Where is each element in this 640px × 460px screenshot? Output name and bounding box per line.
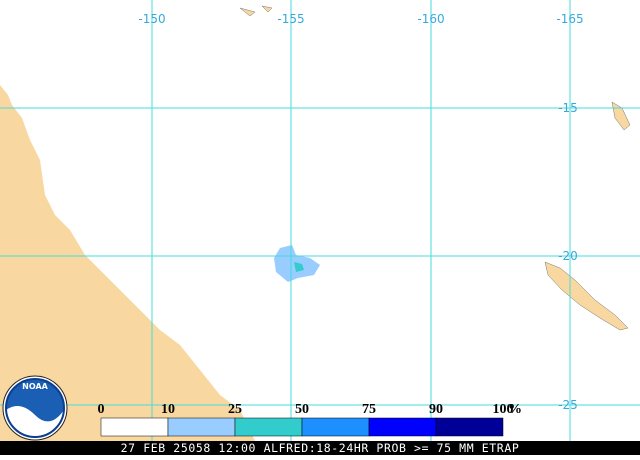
lat-label: -15 — [558, 101, 578, 115]
graticule — [0, 0, 640, 441]
legend-label: 0 — [98, 402, 105, 417]
probability-core — [294, 262, 304, 272]
new-caledonia — [544, 261, 629, 331]
lat-label: -20 — [558, 249, 578, 263]
legend-swatch — [435, 417, 504, 437]
australia — [0, 85, 255, 441]
legend-label: 90 — [429, 402, 443, 417]
legend-swatch — [368, 417, 437, 437]
legend-label: 100 — [493, 402, 514, 417]
legend-label: 75 — [362, 402, 376, 417]
legend-swatch — [100, 417, 169, 437]
logo-text: NOAA — [22, 382, 48, 391]
legend-label: 50 — [295, 402, 309, 417]
legend-swatch — [234, 417, 303, 437]
footer-bar — [0, 441, 640, 455]
legend-swatch — [167, 417, 236, 437]
lon-label: -160 — [417, 12, 444, 26]
footer-text: 27 FEB 25058 12:00 ALFRED:18-24HR PROB >… — [121, 441, 520, 455]
lon-label: -150 — [138, 12, 165, 26]
legend-label: 10 — [161, 402, 175, 417]
lon-label: -165 — [556, 12, 583, 26]
lon-label: -155 — [277, 12, 304, 26]
legend-label: 25 — [228, 402, 242, 417]
legend-unit: % — [508, 402, 522, 417]
island — [611, 101, 631, 131]
legend: 0 10 25 50 75 90 100% — [98, 402, 522, 437]
legend-swatch — [301, 417, 370, 437]
noaa-logo: NOAA — [2, 375, 68, 441]
island — [239, 5, 273, 17]
lat-label: -25 — [558, 398, 578, 412]
